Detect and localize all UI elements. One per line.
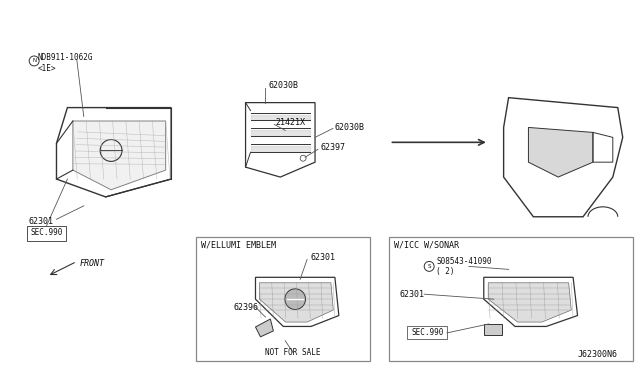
Text: 62397: 62397: [320, 143, 345, 152]
Text: 62301: 62301: [310, 253, 335, 262]
Polygon shape: [255, 319, 273, 337]
Text: NDB911-1062G
<1E>: NDB911-1062G <1E>: [37, 53, 93, 73]
Polygon shape: [73, 121, 166, 190]
Bar: [407, 326, 447, 339]
Text: NOT FOR SALE: NOT FOR SALE: [266, 348, 321, 357]
Text: W/ELLUMI EMBLEM: W/ELLUMI EMBLEM: [201, 240, 276, 249]
Bar: [27, 226, 67, 241]
Polygon shape: [488, 283, 572, 322]
Text: FRONT: FRONT: [80, 259, 105, 268]
Text: S: S: [428, 264, 431, 269]
Bar: [484, 324, 502, 335]
Text: N: N: [32, 58, 36, 64]
Bar: [196, 237, 370, 361]
Text: 21421X: 21421X: [275, 118, 305, 127]
Text: W/ICC W/SONAR: W/ICC W/SONAR: [394, 240, 460, 249]
Bar: [390, 237, 633, 361]
Polygon shape: [259, 283, 333, 322]
Circle shape: [285, 289, 305, 310]
Text: 62396: 62396: [234, 302, 259, 312]
Text: 62030B: 62030B: [268, 81, 298, 90]
Text: SEC.990: SEC.990: [411, 328, 444, 337]
Text: J62300N6: J62300N6: [578, 350, 618, 359]
Text: 62030B: 62030B: [335, 123, 365, 132]
Polygon shape: [529, 128, 593, 177]
Text: 62301: 62301: [29, 217, 54, 227]
Text: SEC.990: SEC.990: [30, 228, 63, 237]
Text: S08543-41090
( 2): S08543-41090 ( 2): [436, 257, 492, 276]
Text: 62301: 62301: [399, 290, 424, 299]
